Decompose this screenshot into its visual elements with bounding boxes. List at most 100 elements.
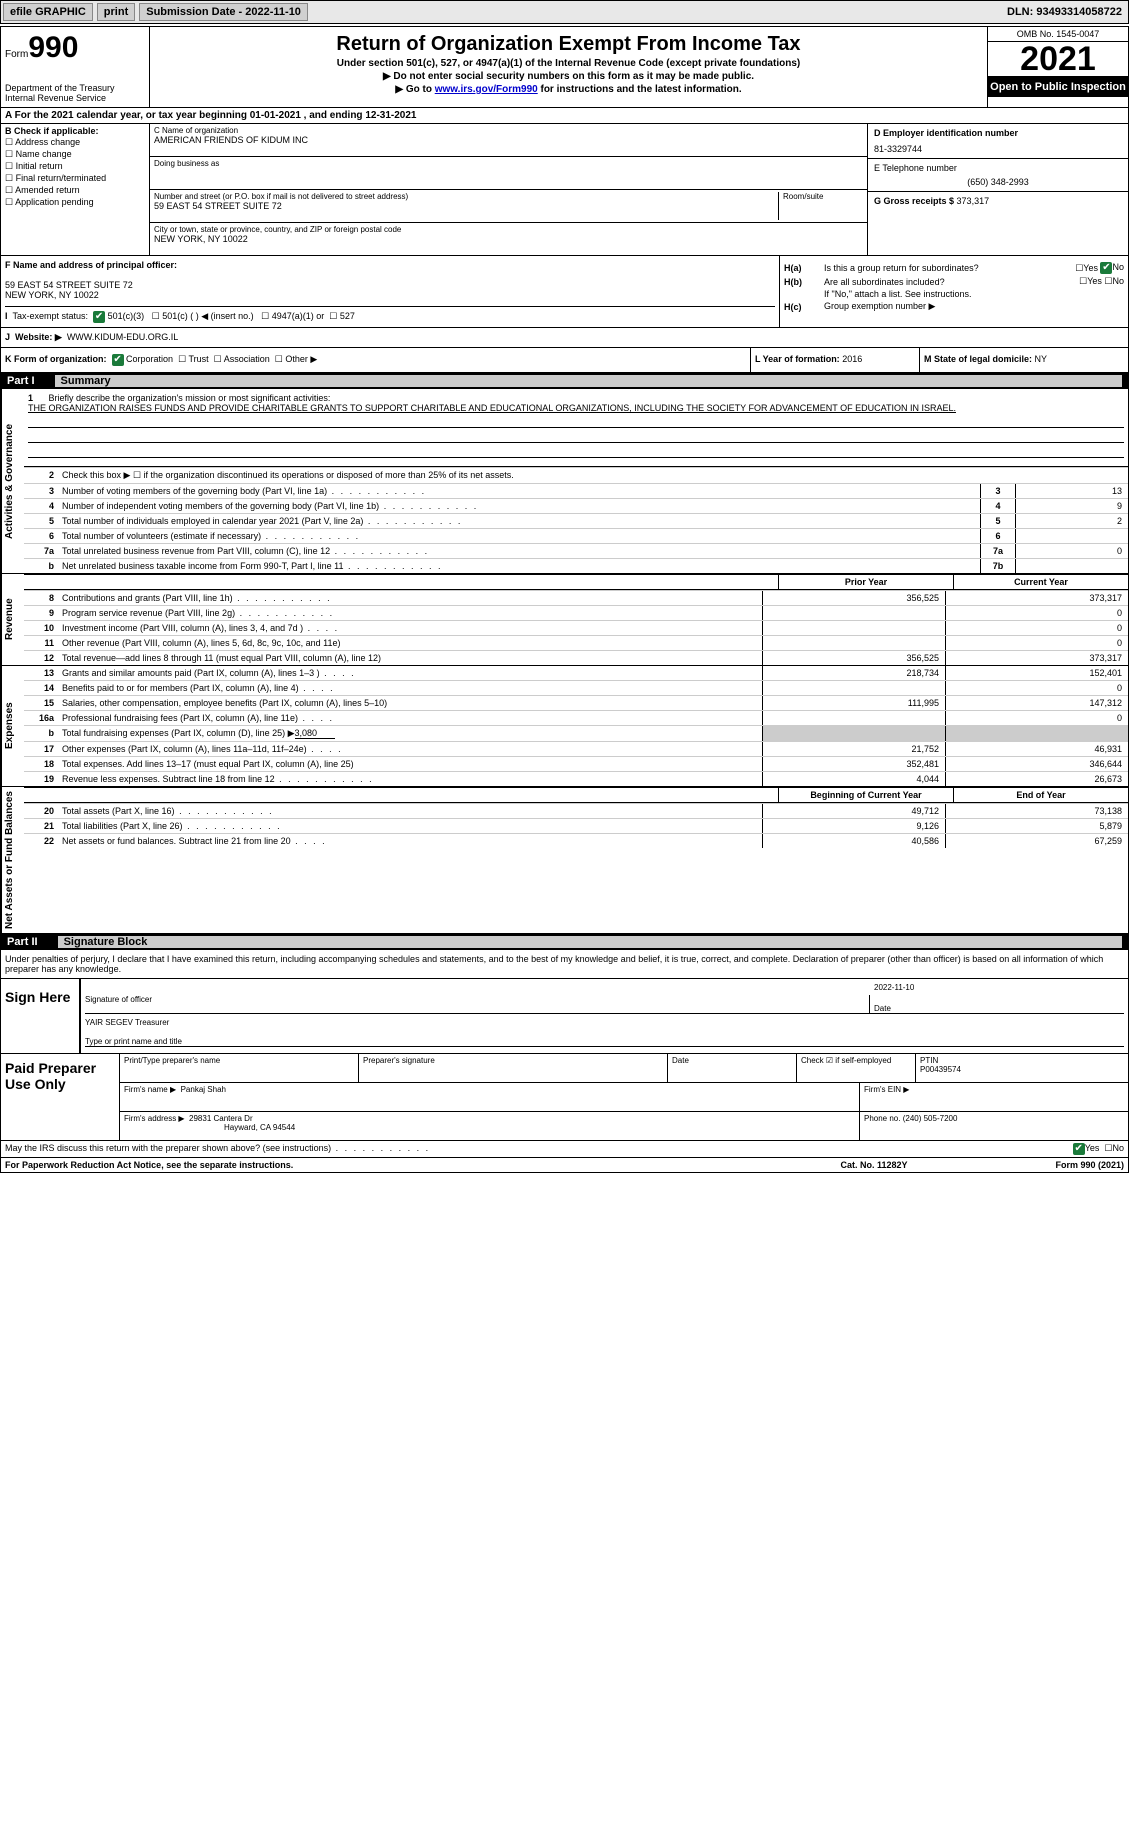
end-val: 5,879 <box>945 819 1128 833</box>
current-val: 152,401 <box>945 666 1128 680</box>
officer-signature-line: Signature of officer 2022-11-10 Date <box>85 983 1124 1014</box>
current-val: 26,673 <box>945 772 1128 786</box>
line-num: b <box>24 559 58 573</box>
self-employed-label: Check ☑ if self-employed <box>797 1054 916 1082</box>
fundraising-amount: 3,080 <box>295 728 335 739</box>
website-value: WWW.KIDUM-EDU.ORG.IL <box>67 332 179 343</box>
check-if-applicable: B Check if applicable: ☐ Address change … <box>1 124 150 255</box>
final-return-checkbox[interactable]: ☐ Final return/terminated <box>5 173 145 184</box>
prior-val: 356,525 <box>762 651 945 665</box>
line-10: 10 Investment income (Part VIII, column … <box>24 620 1128 635</box>
line-desc: Total revenue—add lines 8 through 11 (mu… <box>58 651 762 665</box>
blank-line <box>28 417 1124 428</box>
begin-val: 9,126 <box>762 819 945 833</box>
527-option: 527 <box>340 311 355 321</box>
line-22: 22 Net assets or fund balances. Subtract… <box>24 833 1128 848</box>
line-17: 17 Other expenses (Part IX, column (A), … <box>24 741 1128 756</box>
firm-addr-label: Firm's address ▶ <box>124 1114 185 1123</box>
line-desc: Check this box ▶ ☐ if the organization d… <box>58 468 1128 483</box>
activities-sidebar-label: Activities & Governance <box>1 389 24 573</box>
org-name: AMERICAN FRIENDS OF KIDUM INC <box>154 135 863 145</box>
officer-addr1: 59 EAST 54 STREET SUITE 72 <box>5 280 775 290</box>
discuss-no[interactable]: ☐No <box>1104 1143 1124 1155</box>
hb-label: H(b) <box>784 277 824 287</box>
tax-exempt-row: I Tax-exempt status: ✔ 501(c)(3) ☐ 501(c… <box>5 306 775 323</box>
mission-text: THE ORGANIZATION RAISES FUNDS AND PROVID… <box>28 403 956 413</box>
amended-return-checkbox[interactable]: ☐ Amended return <box>5 185 145 196</box>
officer-addr2: NEW YORK, NY 10022 <box>5 290 775 300</box>
preparer-row-2: Firm's name ▶ Pankaj Shah Firm's EIN ▶ <box>120 1083 1128 1112</box>
form-of-org-row: K Form of organization: ✔ Corporation ☐ … <box>1 348 1128 373</box>
part-1-label: Part I <box>7 375 55 387</box>
line-val: 2 <box>1016 514 1128 528</box>
name-change-checkbox[interactable]: ☐ Name change <box>5 149 145 160</box>
principal-officer-block: F Name and address of principal officer:… <box>1 256 780 327</box>
prior-val: 356,525 <box>762 591 945 605</box>
line-desc: Number of independent voting members of … <box>58 499 980 513</box>
address-change-checkbox[interactable]: ☐ Address change <box>5 137 145 148</box>
begin-val: 40,586 <box>762 834 945 848</box>
ha-yes[interactable]: ☐Yes <box>1075 263 1098 274</box>
current-val: 0 <box>945 636 1128 650</box>
room-suite-label: Room/suite <box>779 192 863 220</box>
part-1-header: Part I Summary <box>1 373 1128 389</box>
irs-link[interactable]: www.irs.gov/Form990 <box>435 84 538 95</box>
print-button[interactable]: print <box>97 3 135 21</box>
firm-name: Pankaj Shah <box>181 1085 226 1094</box>
ha-no[interactable]: ✔No <box>1100 262 1124 274</box>
line-1-num: 1 <box>28 393 46 403</box>
header-center: Return of Organization Exempt From Incom… <box>150 27 987 107</box>
line-box: 6 <box>980 529 1016 543</box>
part-2-header: Part II Signature Block <box>1 934 1128 950</box>
form-990-page: Form990 Department of the Treasury Inter… <box>0 26 1129 1173</box>
b-label: B Check if applicable: <box>5 126 145 136</box>
firm-name-label: Firm's name ▶ <box>124 1085 176 1094</box>
line-desc: Total number of volunteers (estimate if … <box>58 529 980 543</box>
sign-here-block: Sign Here Signature of officer 2022-11-1… <box>1 979 1128 1054</box>
501c-option: 501(c) ( ) ◀ (insert no.) <box>162 311 253 321</box>
trust-option: Trust <box>188 354 208 364</box>
line-9: 9 Program service revenue (Part VIII, li… <box>24 605 1128 620</box>
corp-option: Corporation <box>126 354 173 364</box>
discuss-yes[interactable]: ✔Yes <box>1073 1143 1100 1155</box>
paperwork-notice: For Paperwork Reduction Act Notice, see … <box>5 1160 774 1170</box>
line-box: 7b <box>980 559 1016 573</box>
check-icon: ✔ <box>1100 262 1112 274</box>
current-val: 0 <box>945 621 1128 635</box>
line-16a: 16a Professional fundraising fees (Part … <box>24 710 1128 725</box>
ssn-note: ▶ Do not enter social security numbers o… <box>158 71 979 82</box>
date-label: Date <box>874 1004 891 1013</box>
officer-name-line: YAIR SEGEV Treasurer Type or print name … <box>85 1016 1124 1047</box>
part-1-title: Summary <box>55 375 1122 387</box>
line-desc: Total fundraising expenses (Part IX, col… <box>58 726 762 741</box>
application-pending-checkbox[interactable]: ☐ Application pending <box>5 197 145 208</box>
line-box: 4 <box>980 499 1016 513</box>
prior-year-header: Prior Year <box>778 575 953 589</box>
name-address-column: C Name of organization AMERICAN FRIENDS … <box>150 124 867 255</box>
line-4: 4 Number of independent voting members o… <box>24 498 1128 513</box>
initial-return-checkbox[interactable]: ☐ Initial return <box>5 161 145 172</box>
state-domicile: NY <box>1035 354 1048 364</box>
line-num: 6 <box>24 529 58 543</box>
discuss-row: May the IRS discuss this return with the… <box>1 1141 1128 1158</box>
preparer-name-label: Print/Type preparer's name <box>120 1054 359 1082</box>
hb-no[interactable]: ☐No <box>1104 276 1124 287</box>
line-num: 5 <box>24 514 58 528</box>
assoc-option: Association <box>224 354 270 364</box>
ptin-value: P00439574 <box>920 1065 961 1074</box>
phone-label: Phone no. <box>864 1114 903 1123</box>
irs-label: Internal Revenue Service <box>5 93 145 103</box>
dln-label: DLN: 93493314058722 <box>1007 6 1128 18</box>
line-desc: Number of voting members of the governin… <box>58 484 980 498</box>
firm-addr1: 29831 Cantera Dr <box>189 1114 253 1123</box>
hb-yes[interactable]: ☐Yes <box>1079 276 1102 287</box>
city-label: City or town, state or province, country… <box>154 225 863 234</box>
other-option: Other ▶ <box>285 354 317 364</box>
m-label: M State of legal domicile: <box>924 354 1035 364</box>
form-version: Form 990 (2021) <box>974 1160 1124 1170</box>
efile-button[interactable]: efile GRAPHIC <box>3 3 93 21</box>
line-box: 5 <box>980 514 1016 528</box>
city-cell: City or town, state or province, country… <box>150 223 867 255</box>
form-num: 990 <box>28 31 78 64</box>
prior-val: 4,044 <box>762 772 945 786</box>
